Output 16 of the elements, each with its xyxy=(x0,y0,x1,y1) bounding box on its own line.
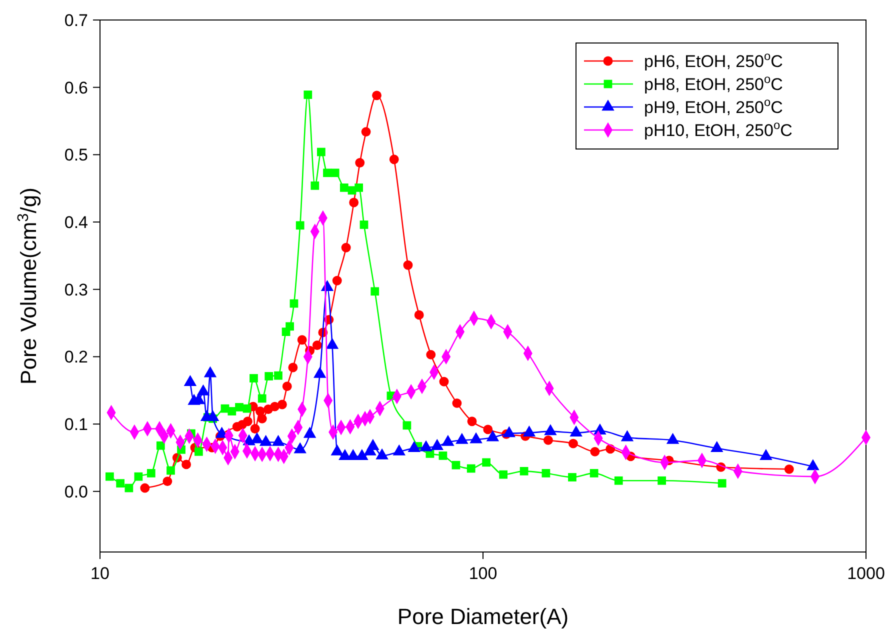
y-tick-label: 0.3 xyxy=(64,280,88,300)
y-tick-label: 0.6 xyxy=(64,78,88,98)
y-tick-label: 0.7 xyxy=(64,11,88,30)
legend-label: pH8, EtOH, 250$^{o}$C xyxy=(644,72,783,94)
y-tick-label: 0.0 xyxy=(64,482,88,502)
x-tick-label: 1000 xyxy=(847,564,885,583)
x-tick-label: 100 xyxy=(468,564,498,583)
y-tick-label: 0.4 xyxy=(64,213,88,232)
x-axis-title: Pore Diameter(A) xyxy=(397,604,569,629)
y-tick-label: 0.2 xyxy=(64,348,88,367)
legend-label: pH6, EtOH, 250$^{o}$C xyxy=(644,49,783,71)
legend-label: pH9, EtOH, 250$^{o}$C xyxy=(644,95,783,117)
y-tick-label: 0.5 xyxy=(64,146,88,165)
legend-label: pH10, EtOH, 250$^{o}$C xyxy=(644,118,792,140)
x-tick-label: 10 xyxy=(90,564,110,583)
y-tick-label: 0.1 xyxy=(64,415,88,434)
